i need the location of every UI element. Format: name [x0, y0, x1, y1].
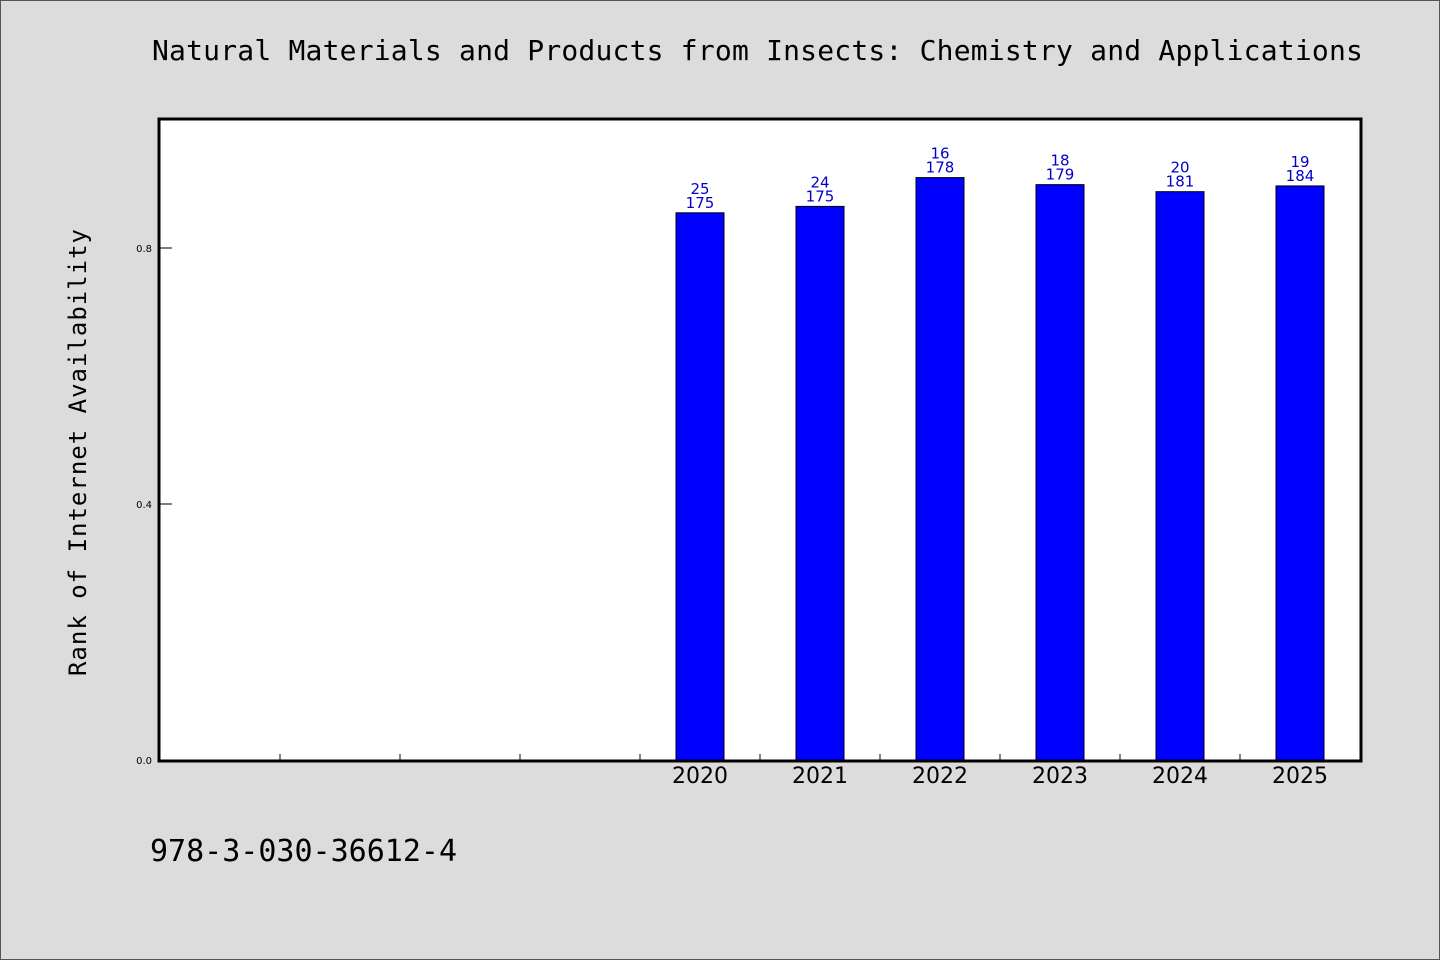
- x-tick-label: 2020: [672, 764, 728, 789]
- bar-label-top: 24: [810, 173, 829, 191]
- bar-label-top: 19: [1290, 153, 1309, 171]
- bar-2022: [915, 177, 965, 761]
- bar-label-bottom: 184: [1286, 167, 1315, 185]
- bar-label-top: 25: [690, 180, 709, 198]
- y-tick-label: 0.4: [136, 500, 152, 511]
- x-tick-label: 2022: [912, 764, 968, 789]
- bar-2020: [675, 212, 725, 761]
- bar-2025: [1275, 185, 1325, 761]
- bar-2021: [795, 205, 845, 761]
- bar-label-bottom: 175: [686, 194, 715, 212]
- chart-title: Natural Materials and Products from Inse…: [152, 34, 1364, 67]
- x-tick-label: 2023: [1032, 764, 1088, 789]
- x-tick-label: 2024: [1152, 764, 1208, 789]
- bar-label-bottom: 175: [806, 187, 835, 205]
- bar-2023: [1035, 184, 1085, 761]
- bar-label-top: 18: [1050, 152, 1069, 170]
- y-tick-label: 0.0: [136, 756, 152, 767]
- bar-label-bottom: 178: [926, 159, 955, 177]
- y-tick-label: 0.8: [136, 244, 152, 255]
- isbn-footer: 978-3-030-36612-4: [150, 834, 458, 869]
- x-tick-label: 2021: [792, 764, 848, 789]
- x-tick-label: 2025: [1272, 764, 1328, 789]
- bar-label-top: 16: [930, 145, 949, 163]
- bar-2024: [1155, 191, 1205, 761]
- bar-label-bottom: 181: [1166, 173, 1195, 191]
- bar-label-bottom: 179: [1046, 166, 1075, 184]
- bar-label-top: 20: [1170, 159, 1189, 177]
